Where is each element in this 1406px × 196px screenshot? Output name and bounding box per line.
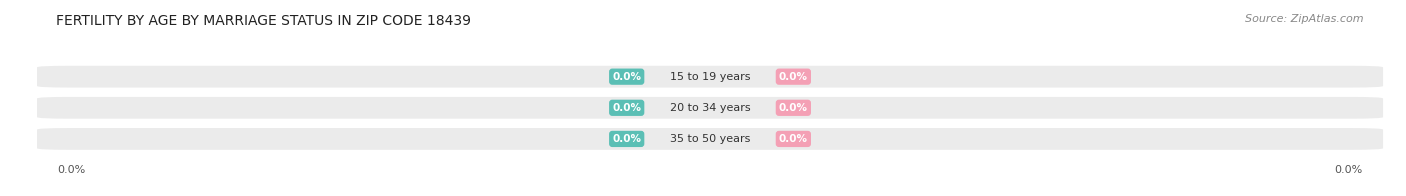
Text: 0.0%: 0.0%: [779, 72, 808, 82]
Text: 0.0%: 0.0%: [58, 165, 86, 175]
FancyBboxPatch shape: [37, 97, 1384, 119]
Text: 0.0%: 0.0%: [1334, 165, 1362, 175]
FancyBboxPatch shape: [37, 66, 1384, 88]
Text: 15 to 19 years: 15 to 19 years: [669, 72, 751, 82]
Text: 35 to 50 years: 35 to 50 years: [669, 134, 751, 144]
Text: 0.0%: 0.0%: [779, 103, 808, 113]
Text: 20 to 34 years: 20 to 34 years: [669, 103, 751, 113]
Text: 0.0%: 0.0%: [612, 103, 641, 113]
Text: 0.0%: 0.0%: [612, 72, 641, 82]
Text: 0.0%: 0.0%: [779, 134, 808, 144]
Text: Source: ZipAtlas.com: Source: ZipAtlas.com: [1246, 14, 1364, 24]
FancyBboxPatch shape: [37, 128, 1384, 150]
Text: FERTILITY BY AGE BY MARRIAGE STATUS IN ZIP CODE 18439: FERTILITY BY AGE BY MARRIAGE STATUS IN Z…: [56, 14, 471, 28]
Text: 0.0%: 0.0%: [612, 134, 641, 144]
